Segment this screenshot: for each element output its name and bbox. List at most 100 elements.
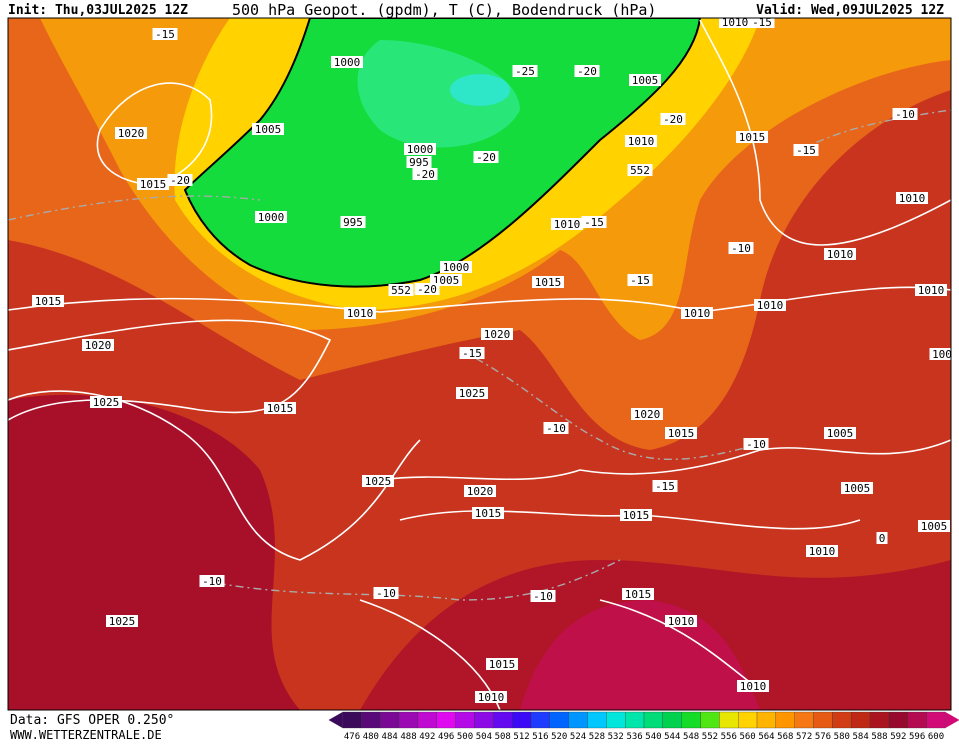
isoline-label: 1020: [118, 127, 145, 140]
field-magenta: [520, 600, 760, 710]
isoline-label: 1010: [740, 680, 767, 693]
isoline-label: 1010: [757, 299, 784, 312]
isoline-label: 1005: [921, 520, 948, 533]
colorbar-swatch: [926, 711, 946, 729]
isoline-label: 1005: [827, 427, 854, 440]
label-box: [749, 18, 775, 28]
label-box: [464, 485, 496, 497]
label-box: [152, 28, 178, 40]
label-box: [481, 328, 513, 340]
isoline-label: 1005: [255, 123, 282, 136]
colorbar-tick-label: 588: [871, 732, 887, 741]
label-box: [404, 143, 436, 155]
colorbar-tick-label: 480: [363, 732, 379, 741]
isoline-label: 1015: [625, 588, 652, 601]
label-box: [574, 65, 600, 77]
label-box: [362, 475, 394, 487]
colorbar-tick-label: 508: [495, 732, 511, 741]
colorbar-swatch: [417, 711, 437, 729]
label-box: [551, 218, 583, 230]
label-box: [876, 532, 888, 544]
label-box: [824, 427, 856, 439]
isoline-label: -20: [476, 151, 496, 164]
isoline-label: 1000: [407, 143, 434, 156]
colorbar-swatch: [813, 711, 833, 729]
isoline-label: 1010: [899, 192, 926, 205]
data-source: Data: GFS OPER 0.250°: [10, 713, 174, 728]
isoline-label: 1010: [478, 691, 505, 704]
colorbar-swatch: [511, 711, 532, 729]
colorbar-swatch: [493, 711, 513, 729]
isoline-label: 1020: [467, 485, 494, 498]
colorbar-swatch: [606, 711, 626, 729]
label-box: [824, 248, 856, 260]
isoline-label: 1015: [475, 507, 502, 520]
colorbar-tick-label: 484: [382, 732, 398, 741]
label-box: [414, 283, 440, 295]
colorbar-tick-label: 520: [551, 732, 567, 741]
colorbar-swatch: [530, 711, 550, 729]
isoline-label: 552: [391, 284, 411, 297]
label-box: [806, 545, 838, 557]
map-title: 500 hPa Geopot. (gpdm), T (C), Bodendruc…: [232, 1, 656, 19]
map-frame: [7, 17, 952, 711]
colorbar-swatch: [398, 711, 419, 729]
colorbar-swatch: [587, 711, 607, 729]
label-box: [252, 123, 284, 135]
isoline-label: 1010: [628, 135, 655, 148]
colorbar-swatch: [719, 711, 739, 729]
label-box: [737, 680, 769, 692]
isoline-label: 1025: [365, 475, 392, 488]
colorbar-tick-label: 496: [438, 732, 454, 741]
isoline-label: -15: [155, 28, 175, 41]
colorbar-tick-label: 572: [796, 732, 812, 741]
colorbar-swatch: [380, 711, 400, 729]
isoline-label: -15: [584, 216, 604, 229]
colorbar: 476 480 484 488 492 496 500 504 508 512 516 520 524 5…: [328, 711, 959, 742]
colorbar-swatch: [681, 711, 701, 729]
field-cyan: [450, 74, 510, 106]
label-box: [629, 74, 661, 86]
label-box: [892, 108, 918, 120]
isoline-label: -20: [663, 113, 683, 126]
colorbar-swatch: [436, 711, 456, 729]
label-box: [512, 65, 538, 77]
isoline-label: 1010: [918, 284, 945, 297]
field-lightgreen: [357, 40, 520, 148]
label-box: [412, 168, 438, 180]
isoline-label: 1015: [267, 402, 294, 415]
isoline-label: 552: [630, 164, 650, 177]
colorbar-tick-label: 552: [702, 732, 718, 741]
isoline-label: 1020: [634, 408, 661, 421]
colorbar-tick-label: 532: [608, 732, 624, 741]
label-box: [754, 299, 786, 311]
isoline-label: -20: [170, 174, 190, 187]
isoline-label: 1015: [535, 276, 562, 289]
label-box: [652, 480, 678, 492]
field-darkred: [8, 394, 300, 710]
label-box: [82, 339, 114, 351]
isoline-label: 1020: [484, 328, 511, 341]
colorbar-tick-label: 492: [419, 732, 435, 741]
isoline-label: 1015: [623, 509, 650, 522]
label-box: [665, 615, 697, 627]
isoline-label: 100: [932, 348, 952, 361]
isoline-label: 1025: [459, 387, 486, 400]
init-label: Init: Thu,03JUL2025 12Z: [8, 3, 188, 18]
label-box: [106, 615, 138, 627]
colorbar-swatch: [549, 711, 569, 729]
colorbar-swatch: [888, 711, 908, 729]
label-box: [532, 276, 564, 288]
label-box: [340, 216, 366, 228]
label-box: [620, 509, 652, 521]
colorbar-tick-label: 592: [890, 732, 906, 741]
isoline-label: 0: [879, 532, 886, 545]
label-box: [627, 164, 653, 176]
colorbar-tick-label: 568: [777, 732, 793, 741]
colorbar-swatch: [662, 711, 682, 729]
colorbar-tick-label: 556: [721, 732, 737, 741]
isoline-label: -10: [376, 587, 396, 600]
colorbar-tick-label: 500: [457, 732, 473, 741]
isoline-label: 1010: [722, 16, 749, 29]
colorbar-arrow-right: [945, 712, 959, 728]
